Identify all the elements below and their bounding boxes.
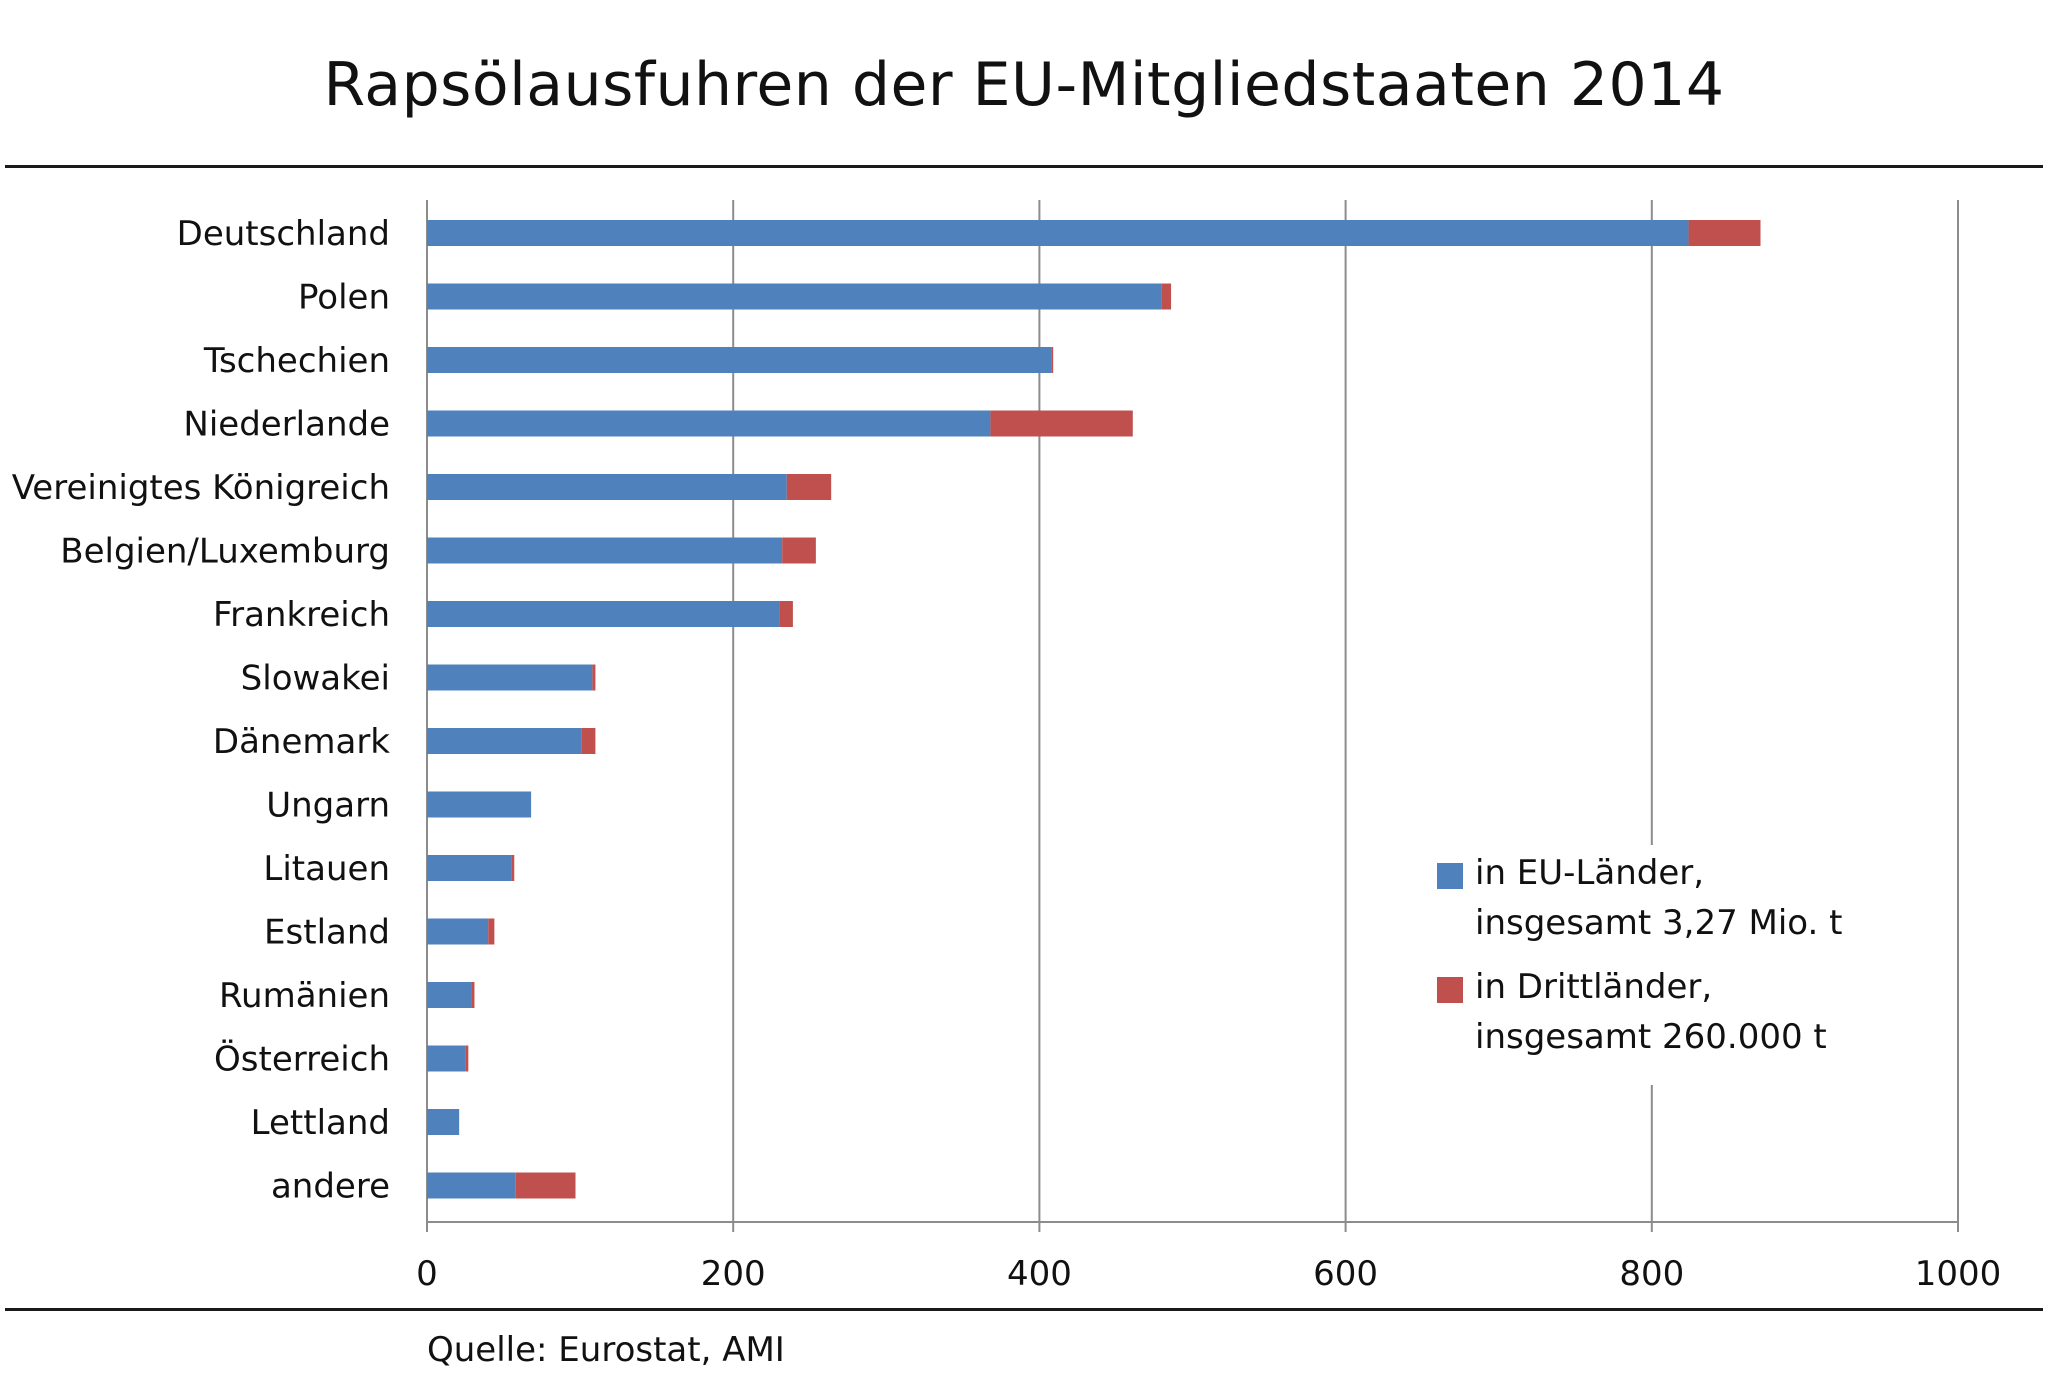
category-label: Dänemark <box>213 722 390 762</box>
bar-third-12 <box>471 982 475 1008</box>
legend-swatch-third <box>1437 977 1463 1003</box>
source-note: Quelle: Eurostat, AMI <box>427 1330 785 1370</box>
bar-third-10 <box>511 855 515 881</box>
x-tick-label: 800 <box>1619 1254 1684 1294</box>
bar-third-3 <box>990 410 1133 437</box>
x-tick-label: 600 <box>1313 1254 1378 1294</box>
bar-eu-7 <box>427 664 593 691</box>
category-label: Ungarn <box>266 786 390 826</box>
legend: in EU-Länder, insgesamt 3,27 Mio. t in D… <box>1425 845 1865 1085</box>
x-tick-label: 1000 <box>1915 1254 2002 1294</box>
bar-third-8 <box>581 728 596 754</box>
bar-eu-8 <box>427 728 582 754</box>
bar-eu-14 <box>427 1109 460 1135</box>
x-tick-label: 400 <box>1007 1254 1072 1294</box>
x-tick-label: 0 <box>416 1254 438 1294</box>
legend-eu-total: insgesamt 3,27 Mio. t <box>1475 903 1843 943</box>
bar-third-7 <box>592 664 596 691</box>
category-label: Polen <box>298 278 390 318</box>
category-label: Lettland <box>251 1103 390 1143</box>
bar-eu-10 <box>427 855 512 881</box>
category-label: Deutschland <box>177 214 390 254</box>
legend-third-total: insgesamt 260.000 t <box>1475 1017 1827 1057</box>
category-label: Belgien/Luxemburg <box>60 532 390 572</box>
category-label: Frankreich <box>213 595 390 635</box>
bar-eu-15 <box>427 1172 516 1199</box>
bar-third-0 <box>1688 220 1761 246</box>
bar-third-1 <box>1161 283 1172 310</box>
x-tick-labels: 0 200 400 600 800 1000 <box>416 1254 2001 1294</box>
bar-eu-11 <box>427 918 489 945</box>
category-label: Österreich <box>214 1039 390 1080</box>
category-label: Vereinigtes Königreich <box>12 468 390 508</box>
bar-eu-12 <box>427 982 472 1008</box>
bar-eu-3 <box>427 410 991 437</box>
bars <box>427 220 1761 1199</box>
category-labels: Deutschland Polen Tschechien Niederlande Ver… <box>12 214 391 1207</box>
category-label: Tschechien <box>203 341 390 381</box>
bar-third-4 <box>786 474 832 500</box>
legend-eu-label: in EU-Länder, <box>1475 853 1705 893</box>
category-label: Niederlande <box>183 405 390 445</box>
bar-third-5 <box>782 537 816 564</box>
bar-eu-0 <box>427 220 1689 246</box>
bar-third-6 <box>779 601 793 627</box>
bar-eu-5 <box>427 537 783 564</box>
legend-swatch-eu <box>1437 863 1463 889</box>
bar-eu-2 <box>427 347 1052 373</box>
category-label: Litauen <box>263 849 390 889</box>
bar-third-2 <box>1051 347 1054 373</box>
chart-title: Rapsölausfuhren der EU-Mitgliedstaaten 2… <box>323 50 1725 120</box>
category-label: Rumänien <box>219 976 390 1016</box>
bar-eu-13 <box>427 1045 466 1072</box>
category-label: Slowakei <box>241 659 390 699</box>
legend-third-label: in Drittländer, <box>1475 967 1713 1007</box>
bar-third-15 <box>515 1172 576 1199</box>
x-tick-label: 200 <box>701 1254 766 1294</box>
bottom-divider <box>5 1308 2043 1311</box>
bar-third-11 <box>488 918 495 945</box>
category-label: andere <box>271 1167 390 1207</box>
bar-eu-4 <box>427 474 787 500</box>
top-divider <box>5 165 2043 168</box>
bar-eu-9 <box>427 791 532 818</box>
category-label: Estland <box>264 913 390 953</box>
bar-eu-1 <box>427 283 1162 310</box>
bar-eu-6 <box>427 601 780 627</box>
bar-third-13 <box>465 1045 469 1072</box>
